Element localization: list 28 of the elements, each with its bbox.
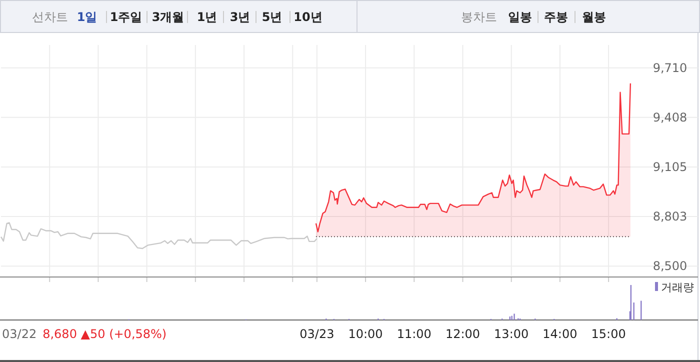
text: 5년	[262, 10, 282, 24]
y-tick-label: 9,105	[652, 160, 688, 174]
text: 03/22	[2, 327, 37, 341]
text: 8,680 ▲50 (+0,58%)	[42, 327, 167, 341]
x-tick-label: 11:00	[396, 327, 432, 341]
text: 선차트	[32, 10, 68, 24]
x-tick-label: 10:00	[348, 327, 383, 341]
text: 주봉	[544, 10, 568, 24]
text: 1주일	[110, 10, 142, 24]
text: 1년	[196, 10, 218, 24]
x-tick-label: 12:00	[445, 327, 480, 341]
text: 3년	[230, 10, 250, 24]
y-tick-label: 8,500	[652, 259, 688, 274]
text: 10년	[294, 10, 322, 24]
line-series	[0, 222, 318, 250]
y-tick-label: 8,803	[652, 210, 688, 224]
x-tick-label: 15:00	[591, 327, 626, 341]
x-tick-label: 14:00	[542, 327, 578, 341]
text: 월봉	[582, 10, 606, 24]
text: 일봉	[508, 10, 532, 24]
x-tick-label: 03/23	[300, 327, 334, 341]
y-tick-label: 9,408	[652, 110, 688, 124]
text: 1일	[76, 10, 98, 24]
text: 봉차트	[461, 10, 497, 24]
text: 3개월	[152, 10, 184, 24]
legend-label: 거래량	[661, 281, 694, 294]
x-tick-label: 13:00	[494, 327, 529, 341]
y-tick-label: 9,710	[652, 60, 688, 75]
